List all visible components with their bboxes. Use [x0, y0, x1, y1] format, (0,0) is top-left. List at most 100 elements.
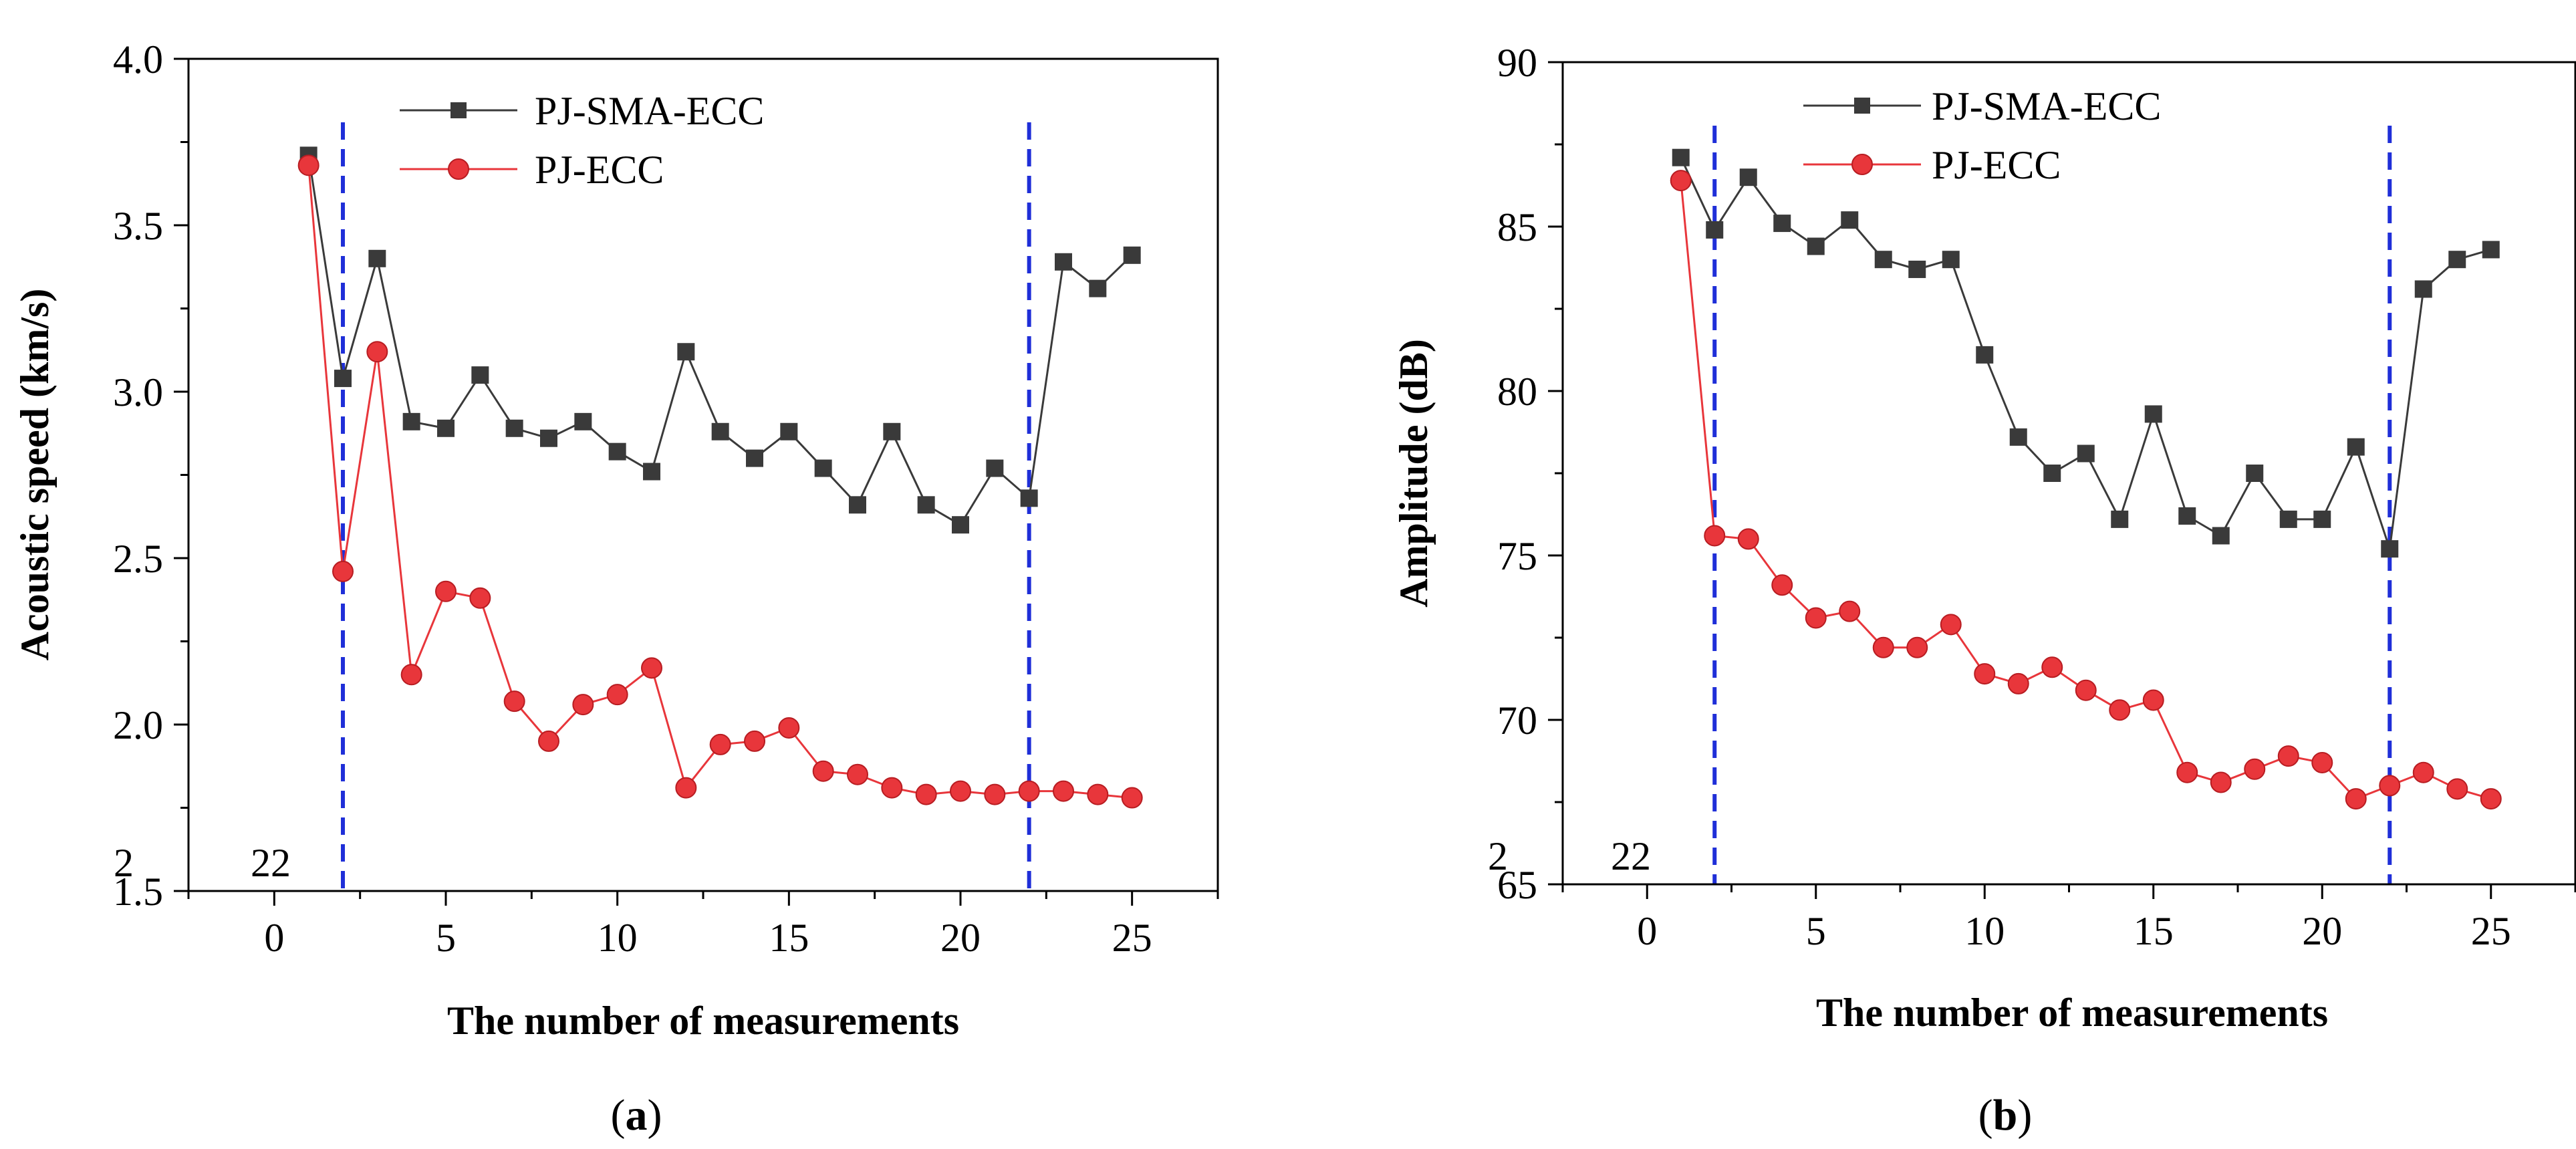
- y-tick-label: 4.0: [113, 37, 163, 82]
- legend-label-pj-ecc: PJ-ECC: [1932, 143, 2061, 187]
- data-point-square: [1807, 237, 1825, 255]
- data-point-square: [917, 496, 935, 514]
- data-point-circle: [297, 154, 319, 176]
- panel-paren-close: ): [648, 1091, 662, 1140]
- data-point-square: [334, 370, 352, 388]
- y-tick-label: 65: [1497, 863, 1537, 907]
- panel-paren-open: (: [1978, 1091, 1993, 1140]
- data-point-square: [608, 442, 626, 461]
- data-point-circle: [1704, 525, 1726, 547]
- plot-area: 2 22: [1488, 126, 2502, 884]
- x-tick-label: 15: [769, 916, 809, 960]
- axis-ticks: 0 5 10 15 20 25 1.5 2.0 2.5 3.0 3.5 4.0: [113, 37, 1219, 960]
- data-point-circle: [2109, 699, 2131, 721]
- x-tick-label: 25: [1112, 916, 1152, 960]
- data-point-square: [1874, 251, 1892, 269]
- y-axis-label: Amplitude (dB): [1392, 339, 1436, 608]
- y-tick-label: 2.5: [113, 537, 163, 581]
- data-point-square: [1773, 215, 1791, 233]
- plot-area: 2 22: [114, 122, 1143, 891]
- data-point-square: [402, 412, 420, 430]
- panel-label-b: (b): [1978, 1091, 2033, 1140]
- data-point-circle: [1053, 780, 1074, 802]
- data-point-circle: [1839, 600, 1861, 622]
- data-point-circle: [606, 684, 628, 706]
- data-point-square: [1706, 221, 1724, 239]
- data-point-circle: [2007, 672, 2029, 694]
- data-point-circle: [400, 664, 422, 686]
- data-point-square: [2212, 527, 2230, 545]
- data-point-square: [2111, 510, 2129, 528]
- data-point-circle: [1121, 787, 1143, 809]
- y-tick-label: 80: [1497, 370, 1537, 414]
- data-point-square: [986, 459, 1004, 477]
- data-point-square: [1089, 279, 1107, 297]
- data-point-circle: [1670, 170, 1692, 192]
- x-axis-label: The number of measurements: [1816, 991, 2328, 1035]
- x-tick-label: 20: [2302, 909, 2342, 953]
- chart-panel-a: 2 22 0 5 10 15 20 251.52.02.53.03.54.0 PJ-SMA-…: [13, 37, 1219, 1140]
- panel-letter: a: [626, 1091, 648, 1140]
- x-tick-label: 10: [1964, 909, 2005, 953]
- data-point-square: [2482, 241, 2500, 259]
- data-point-square: [2381, 540, 2399, 558]
- data-point-circle: [2480, 788, 2502, 810]
- data-point-square: [1942, 251, 1960, 269]
- x-tick-label: 0: [1637, 909, 1657, 953]
- data-point-circle: [1737, 528, 1759, 550]
- y-axis-label: Acoustic speed (km/s): [13, 289, 57, 661]
- y-tick-label: 3.5: [113, 204, 163, 248]
- series-line-pj-sma-ecc: [307, 155, 1133, 527]
- data-point-circle: [469, 587, 491, 609]
- data-point-square: [471, 366, 489, 384]
- data-point-circle: [2277, 745, 2299, 767]
- legend-marker-square: [450, 102, 467, 118]
- data-point-circle: [812, 760, 834, 782]
- y-tick-label: 2.0: [113, 703, 163, 747]
- data-point-square: [814, 459, 832, 477]
- data-point-circle: [709, 733, 731, 755]
- data-point-square: [643, 463, 660, 481]
- y-tick-label: 1.5: [113, 870, 163, 914]
- data-point-circle: [2210, 771, 2232, 793]
- y-tick-label: 90: [1497, 41, 1537, 85]
- x-tick-label: 15: [2134, 909, 2174, 953]
- data-point-circle: [2075, 679, 2097, 701]
- data-point-circle: [1018, 780, 1040, 802]
- data-point-circle: [847, 763, 868, 785]
- legend-label-pj-sma-ecc: PJ-SMA-ECC: [1932, 84, 2161, 128]
- legend-label-pj-ecc: PJ-ECC: [535, 148, 664, 192]
- reference-line-label: 22: [251, 841, 291, 885]
- data-point-square: [1123, 246, 1141, 264]
- data-point-square: [368, 249, 386, 267]
- data-point-circle: [332, 560, 354, 582]
- data-point-square: [952, 516, 969, 534]
- data-point-circle: [778, 717, 800, 739]
- data-point-square: [1908, 260, 1926, 278]
- data-point-circle: [503, 690, 525, 713]
- axis-ticks: 0 5 10 15 20 25 65 70 75 80 85 90: [1497, 41, 2576, 953]
- data-point-square: [2448, 251, 2466, 269]
- data-point-square: [883, 422, 901, 440]
- legend: PJ-SMA-ECC PJ-ECC: [1803, 84, 2161, 187]
- data-point-circle: [2412, 761, 2434, 783]
- panel-paren-open: (: [611, 1091, 626, 1140]
- series-line-pj-ecc: [307, 165, 1132, 799]
- data-point-square: [2347, 438, 2365, 456]
- data-point-circle: [2345, 788, 2367, 810]
- data-point-square: [2009, 428, 2027, 446]
- data-point-circle: [950, 780, 971, 802]
- data-point-circle: [538, 730, 559, 752]
- y-tick-label: 75: [1497, 534, 1537, 578]
- data-point-circle: [2176, 761, 2198, 783]
- reference-line-label: 2: [1488, 834, 1508, 878]
- data-point-square: [746, 449, 763, 467]
- x-tick-label: 20: [940, 916, 981, 960]
- legend-marker-square: [1854, 98, 1870, 114]
- reference-line-label: 22: [1611, 834, 1651, 878]
- data-point-circle: [1872, 636, 1894, 658]
- data-point-square: [540, 429, 557, 447]
- data-point-square: [780, 422, 798, 440]
